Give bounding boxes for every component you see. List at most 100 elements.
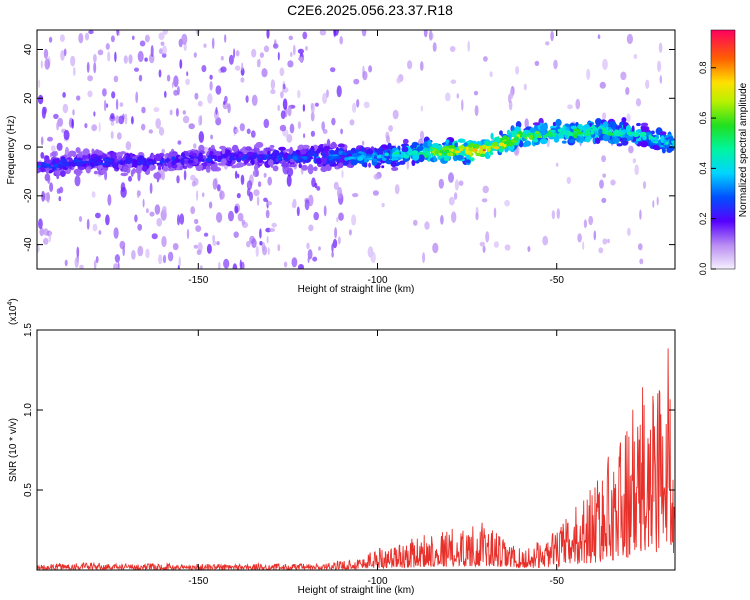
spectrogram-noise-blob <box>125 141 132 151</box>
spectrogram-ridge-blob <box>152 164 156 170</box>
spectrogram-ridge-blob <box>399 160 406 165</box>
spectrogram-ridge-blob <box>465 159 471 164</box>
spectrogram-noise-blob <box>135 91 139 104</box>
spectrogram-noise-blob <box>220 66 227 73</box>
spectrogram-noise-blob <box>313 211 320 221</box>
spectrogram-peak-blob <box>195 156 199 159</box>
spectrogram-noise-blob <box>110 35 115 43</box>
spectrogram-noise-blob <box>287 60 294 68</box>
spectrogram-noise-blob <box>322 129 328 134</box>
spectrogram-noise-blob <box>479 241 485 247</box>
spectrogram-noise-blob <box>625 87 630 95</box>
spectrogram-noise-blob <box>76 246 80 258</box>
spectrogram-ridge-blob <box>132 168 136 174</box>
spectrogram-noise-blob <box>308 224 314 232</box>
spectrogram-noise-blob <box>599 179 604 189</box>
spectrogram-noise-blob <box>632 158 637 164</box>
spectrogram-noise-blob <box>84 32 90 41</box>
spectrogram-ridge-blob <box>37 161 42 167</box>
spectrogram-noise-blob <box>73 66 76 77</box>
spectrogram-noise-blob <box>348 229 352 236</box>
spectrogram-noise-blob <box>95 256 99 264</box>
spectrogram-noise-blob <box>445 92 451 102</box>
figure-title: C2E6.2025.056.23.37.R18 <box>287 2 453 18</box>
spectrogram-noise-blob <box>237 173 240 179</box>
spectrogram-noise-blob <box>597 34 601 39</box>
spectrogram-noise-blob <box>74 256 79 268</box>
spectrogram-noise-blob <box>353 78 360 85</box>
spectrogram-noise-blob <box>59 34 65 42</box>
spectrogram-noise-blob <box>420 61 424 71</box>
spectrogram-noise-blob <box>63 129 70 141</box>
spectrogram-noise-blob <box>657 60 662 72</box>
spectrogram-noise-blob <box>283 261 288 268</box>
spectrogram-noise-blob <box>277 104 281 112</box>
spectrogram-ridge-blob <box>320 166 328 173</box>
spectrogram-noise-blob <box>116 30 119 36</box>
spectrogram-noise-blob <box>577 233 582 243</box>
colorbar-ticks: 0.0 0.2 0.4 0.6 0.8 <box>698 61 716 275</box>
spectrogram-noise-blob <box>288 35 293 41</box>
spectrogram-noise-blob <box>634 164 639 176</box>
spectrogram-noise-blob <box>131 250 136 260</box>
spectrogram-noise-blob <box>233 48 236 59</box>
spectrogram-noise-blob <box>198 131 204 143</box>
spectrogram-ridge-blob <box>402 138 409 144</box>
spectrogram-peak-blob <box>75 161 81 167</box>
spectrogram-noise-blob <box>118 115 125 125</box>
spectrogram-noise-blob <box>196 190 199 201</box>
spectrogram-noise-blob <box>582 241 585 250</box>
spectrogram-ridge-blob <box>640 122 649 127</box>
spectrogram-ridge-blob <box>313 166 318 172</box>
spectrogram-peak-blob <box>137 159 145 165</box>
spectrogram-noise-blob <box>93 111 96 117</box>
spectrogram-noise-blob <box>602 58 608 71</box>
spectrogram-noise-blob <box>123 55 128 64</box>
spectrogram-ridge-blob <box>246 162 252 167</box>
spectrogram-peak-blob <box>590 131 595 135</box>
spectrogram-ridge-blob <box>255 141 264 148</box>
spectrogram-noise-blob <box>149 182 153 194</box>
spectrogram-noise-blob <box>556 208 560 220</box>
spectrogram-peak-blob <box>384 152 389 157</box>
spectrogram-peak-blob <box>51 160 57 165</box>
spectrogram-peak-blob <box>542 134 547 139</box>
spectrogram-noise-blob <box>43 237 49 245</box>
spectrogram-noise-blob <box>39 227 45 237</box>
spectrogram-peak-blob <box>111 164 116 167</box>
spectrogram-ridge-blob <box>457 138 466 143</box>
spectrogram-peak-blob <box>411 150 419 155</box>
spectrogram-noise-blob <box>98 122 101 133</box>
spectrogram-ridge-blob <box>578 125 584 130</box>
spectrogram-peak-blob <box>322 154 326 158</box>
spectrogram-plot-area <box>37 30 675 269</box>
spectrogram-noise-blob <box>131 116 134 125</box>
spectrogram-noise-blob <box>261 242 266 252</box>
spectrogram-peak-blob <box>396 154 404 157</box>
spectrogram-noise-blob <box>48 230 52 243</box>
spectrogram-noise-blob <box>116 132 122 140</box>
spectrogram-peak-blob <box>292 155 298 161</box>
spectrogram-noise-blob <box>351 214 357 226</box>
spectrogram-noise-blob <box>338 236 341 245</box>
spectrogram-noise-blob <box>86 218 90 230</box>
spectrogram-noise-blob <box>48 36 53 43</box>
spectrogram-noise-blob <box>234 205 239 214</box>
spectrogram-noise-blob <box>177 140 182 145</box>
spectrogram-noise-blob <box>246 241 251 248</box>
spectrogram-noise-blob <box>261 68 268 78</box>
spectrogram-ridge-blob <box>539 138 548 145</box>
spectrogram-noise-blob <box>451 211 457 223</box>
spectrogram-ridge-blob <box>621 117 627 123</box>
spectrogram-noise-blob <box>420 105 423 112</box>
spectrogram-noise-blob <box>186 228 190 240</box>
spectrogram-noise-blob <box>252 169 259 178</box>
spectrogram-noise-blob <box>107 194 112 206</box>
spectrogram-ridge-blob <box>245 146 252 151</box>
spectrogram-noise-blob <box>256 59 260 68</box>
spectrogram-noise-blob <box>423 30 428 38</box>
spectrogram-noise-blob <box>314 182 318 189</box>
spectrogram-ridge-blob <box>390 161 397 168</box>
spectrogram-noise-blob <box>270 89 276 95</box>
spectrogram-noise-blob <box>43 106 47 115</box>
